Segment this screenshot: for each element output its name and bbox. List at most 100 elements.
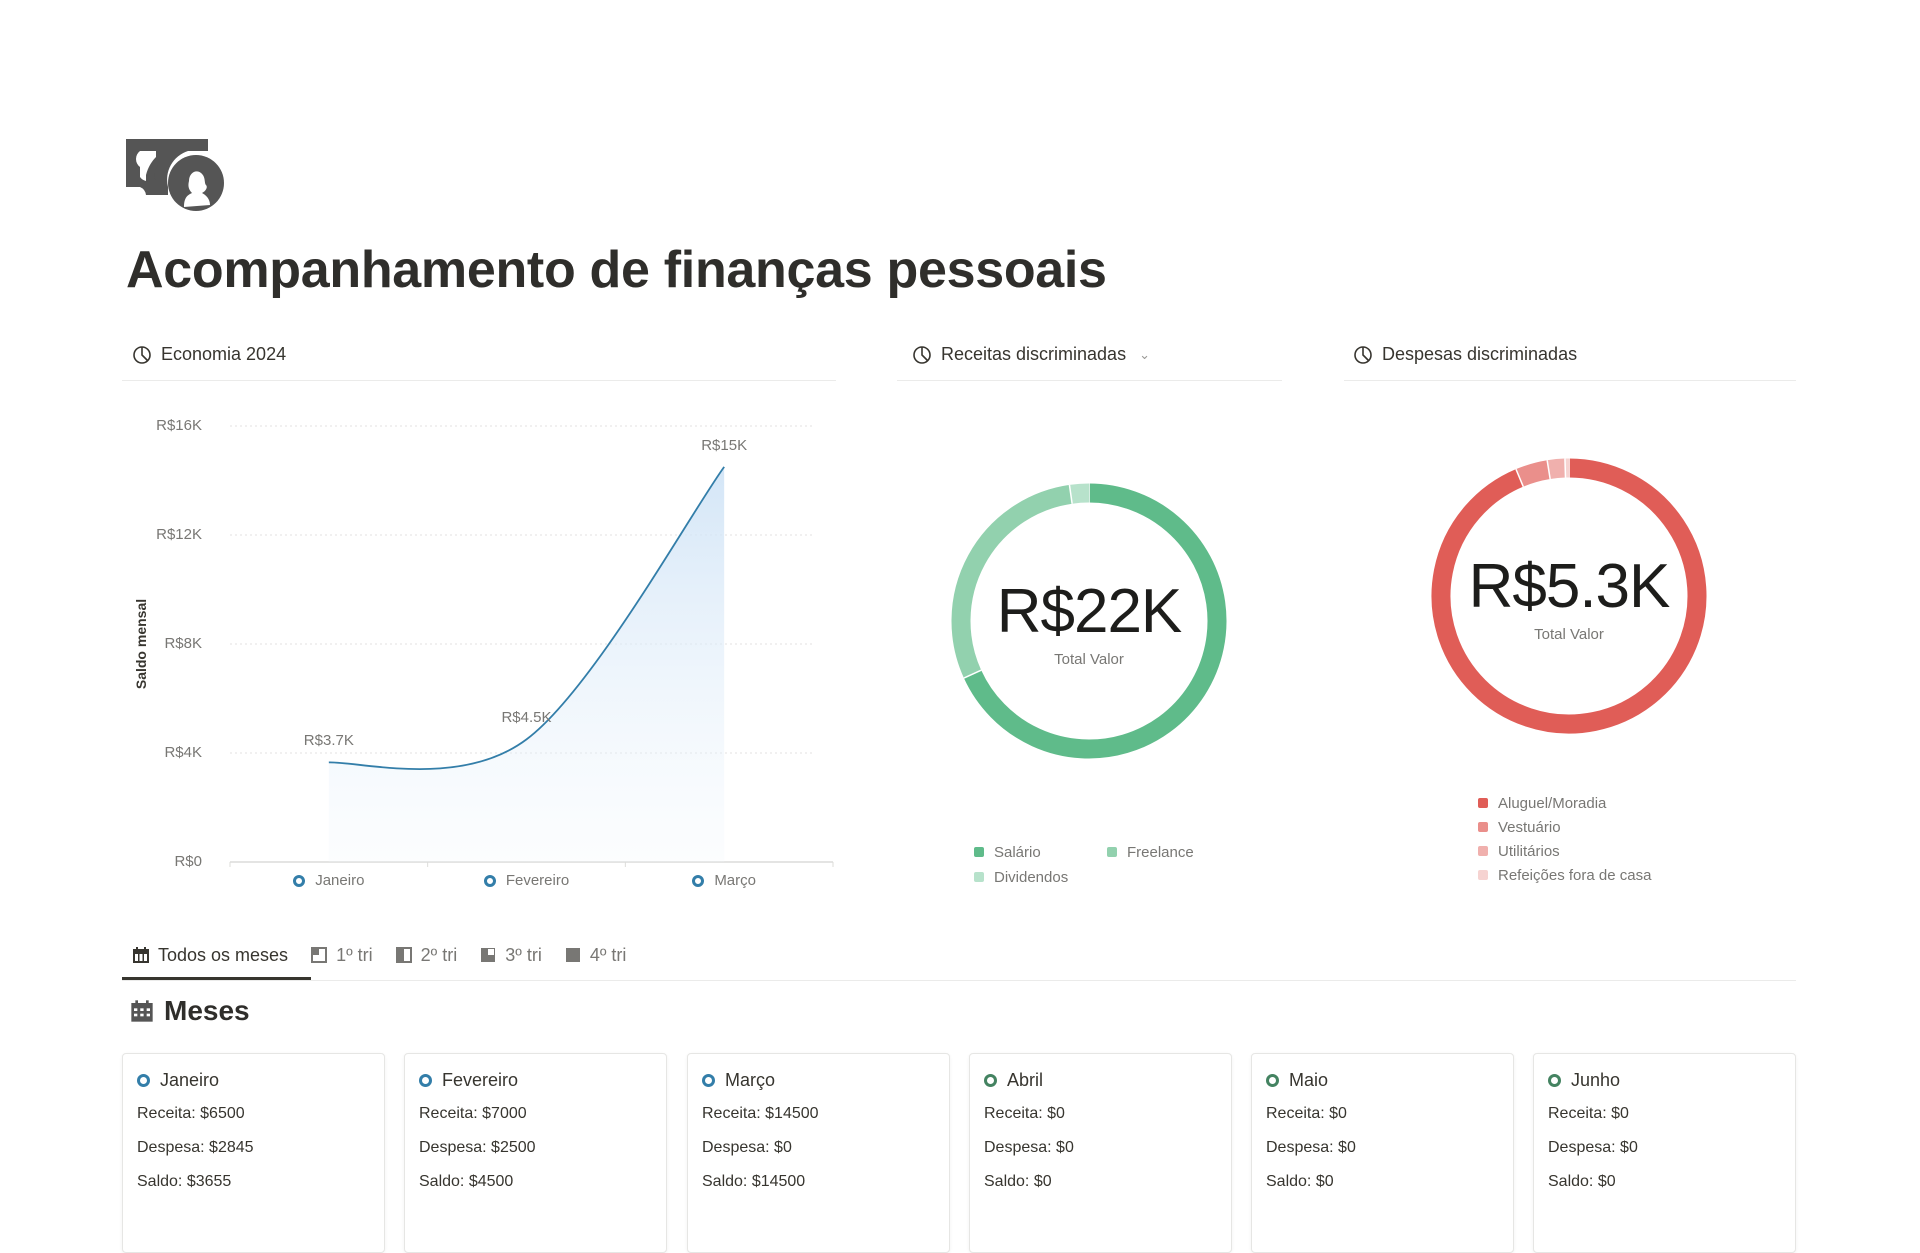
economia-chart-header[interactable]: Economia 2024 xyxy=(132,344,286,365)
quarter-4-icon xyxy=(564,946,582,964)
tab-label: 2º tri xyxy=(421,945,458,966)
legend-swatch xyxy=(1107,847,1117,857)
money-bill-icon xyxy=(126,137,228,213)
x-tick-label: Março xyxy=(664,872,784,889)
despesas-donut-chart: R$5.3K Total Valor xyxy=(1419,446,1719,746)
card-saldo: Saldo: $4500 xyxy=(419,1170,652,1194)
donut-slice[interactable] xyxy=(1071,493,1089,494)
despesas-legend: Aluguel/Moradia Vestuário Utilitários Re… xyxy=(1478,791,1738,887)
database-title[interactable]: Meses xyxy=(130,995,250,1027)
legend-label: Dividendos xyxy=(994,869,1068,886)
donut-slice[interactable] xyxy=(1520,470,1549,478)
legend-item[interactable]: Salário xyxy=(974,840,1041,864)
status-icon xyxy=(137,1074,150,1087)
pie-chart-icon xyxy=(912,345,932,365)
month-name: Janeiro xyxy=(160,1070,219,1091)
pie-chart-icon xyxy=(132,345,152,365)
month-card[interactable]: Janeiro Receita: $6500 Despesa: $2845 Sa… xyxy=(122,1053,385,1253)
x-tick-label: Fevereiro xyxy=(467,872,587,889)
data-label: R$3.7K xyxy=(289,732,369,749)
data-label: R$4.5K xyxy=(487,709,567,726)
card-despesa: Despesa: $2845 xyxy=(137,1136,370,1160)
tab-2-tri[interactable]: 2º tri xyxy=(395,940,458,970)
quarter-1-icon xyxy=(310,946,328,964)
month-name: Junho xyxy=(1571,1070,1620,1091)
legend-item[interactable]: Aluguel/Moradia xyxy=(1478,791,1738,815)
data-point[interactable] xyxy=(721,464,727,470)
status-icon xyxy=(1266,1074,1279,1087)
month-card[interactable]: Março Receita: $14500 Despesa: $0 Saldo:… xyxy=(687,1053,950,1253)
status-icon xyxy=(692,875,704,887)
pie-chart-icon xyxy=(1353,345,1373,365)
receitas-chart-header[interactable]: Receitas discriminadas ⌄ xyxy=(912,344,1150,365)
section-title: Economia 2024 xyxy=(161,344,286,365)
divider xyxy=(1344,380,1796,381)
legend-label: Freelance xyxy=(1127,844,1194,861)
donut-slice[interactable] xyxy=(1549,468,1566,470)
legend-label: Aluguel/Moradia xyxy=(1498,795,1606,812)
month-card[interactable]: Abril Receita: $0 Despesa: $0 Saldo: $0 xyxy=(969,1053,1232,1253)
tab-label: 4º tri xyxy=(590,945,627,966)
month-card[interactable]: Fevereiro Receita: $7000 Despesa: $2500 … xyxy=(404,1053,667,1253)
legend-swatch xyxy=(1478,870,1488,880)
tab-4-tri[interactable]: 4º tri xyxy=(564,940,627,970)
status-icon xyxy=(484,875,496,887)
month-card[interactable]: Junho Receita: $0 Despesa: $0 Saldo: $0 xyxy=(1533,1053,1796,1253)
divider xyxy=(897,380,1282,381)
card-title: Abril xyxy=(984,1068,1217,1092)
legend-item[interactable]: Vestuário xyxy=(1478,815,1738,839)
card-saldo: Saldo: $0 xyxy=(1548,1170,1781,1194)
tab-todos-os-meses[interactable]: Todos os meses xyxy=(132,940,288,970)
donut-total-value: R$5.3K xyxy=(1419,556,1719,618)
section-title: Receitas discriminadas xyxy=(941,344,1126,365)
despesas-chart-header[interactable]: Despesas discriminadas xyxy=(1353,344,1577,365)
donut-total-label: Total Valor xyxy=(939,651,1239,668)
page-title: Acompanhamento de finanças pessoais xyxy=(126,240,1107,300)
tab-1-tri[interactable]: 1º tri xyxy=(310,940,373,970)
database-title-text: Meses xyxy=(164,995,250,1027)
y-tick-label: R$0 xyxy=(122,853,202,870)
status-icon xyxy=(293,875,305,887)
x-tick-label: Janeiro xyxy=(269,872,389,889)
legend-swatch xyxy=(974,847,984,857)
card-receita: Receita: $7000 xyxy=(419,1102,652,1126)
tab-label: Todos os meses xyxy=(158,945,288,966)
month-card[interactable]: Maio Receita: $0 Despesa: $0 Saldo: $0 xyxy=(1251,1053,1514,1253)
legend-label: Utilitários xyxy=(1498,843,1560,860)
card-despesa: Despesa: $0 xyxy=(1266,1136,1499,1160)
donut-total-label: Total Valor xyxy=(1419,626,1719,643)
quarter-2-icon xyxy=(395,946,413,964)
status-icon xyxy=(1548,1074,1561,1087)
data-point[interactable] xyxy=(524,736,530,742)
month-name: Abril xyxy=(1007,1070,1043,1091)
chevron-down-icon[interactable]: ⌄ xyxy=(1139,347,1150,363)
category-name: Março xyxy=(714,872,756,889)
tabs-divider xyxy=(122,980,1796,981)
category-name: Fevereiro xyxy=(506,872,569,889)
card-despesa: Despesa: $0 xyxy=(702,1136,935,1160)
legend-label: Vestuário xyxy=(1498,819,1561,836)
tab-3-tri[interactable]: 3º tri xyxy=(479,940,542,970)
y-tick-label: R$16K xyxy=(122,417,202,434)
card-title: Março xyxy=(702,1068,935,1092)
legend-item[interactable]: Freelance xyxy=(1107,840,1194,864)
card-receita: Receita: $6500 xyxy=(137,1102,370,1126)
month-name: Março xyxy=(725,1070,775,1091)
legend-item[interactable]: Refeições fora de casa xyxy=(1478,863,1738,887)
category-name: Janeiro xyxy=(315,872,364,889)
month-name: Maio xyxy=(1289,1070,1328,1091)
legend-swatch xyxy=(1478,798,1488,808)
card-receita: Receita: $14500 xyxy=(702,1102,935,1126)
card-title: Maio xyxy=(1266,1068,1499,1092)
data-label: R$15K xyxy=(684,437,764,454)
data-point[interactable] xyxy=(326,759,332,765)
legend-item[interactable]: Dividendos xyxy=(974,865,1068,889)
legend-item[interactable]: Utilitários xyxy=(1478,839,1738,863)
area-fill xyxy=(329,467,724,862)
card-saldo: Saldo: $0 xyxy=(1266,1170,1499,1194)
legend-swatch xyxy=(974,872,984,882)
line-chart-canvas xyxy=(122,390,836,910)
card-title: Fevereiro xyxy=(419,1068,652,1092)
divider xyxy=(122,380,836,381)
